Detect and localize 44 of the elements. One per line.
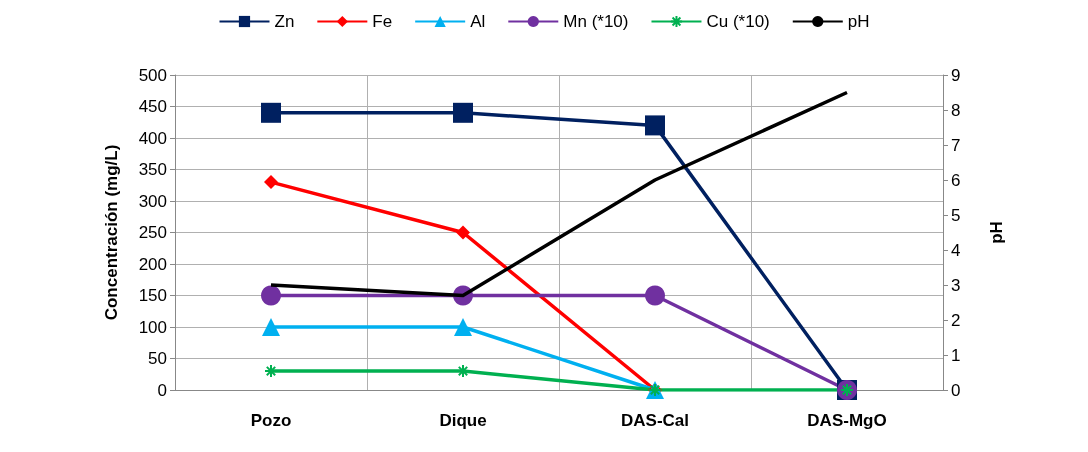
- point: [456, 364, 470, 379]
- y-tick-label: 250: [138, 223, 167, 242]
- point: [645, 285, 665, 306]
- point: [264, 175, 278, 190]
- point: [262, 318, 280, 336]
- y-tick-label: 0: [157, 380, 167, 400]
- x-tick-label: DAS-MgO: [807, 411, 887, 430]
- legend-label: Fe: [372, 12, 393, 31]
- y2-tick-label: 3: [951, 275, 961, 295]
- y2-tick-label: 9: [951, 65, 961, 85]
- point: [454, 318, 472, 336]
- y-tick-label: 200: [138, 254, 167, 274]
- y2-axis-title: pH: [987, 221, 1006, 244]
- y-axis-title: Concentración (mg/L): [102, 144, 121, 321]
- y-tick-label: 150: [138, 286, 167, 305]
- y2-tick-label: 5: [951, 205, 961, 225]
- y2-tick-label: 8: [951, 100, 961, 120]
- legend-label: pH: [847, 12, 870, 31]
- point: [261, 285, 281, 306]
- point: [645, 115, 665, 136]
- point: [453, 102, 473, 123]
- x-tick-label: Dique: [439, 411, 487, 430]
- point: [264, 364, 278, 379]
- y2-tick-label: 0: [951, 380, 961, 400]
- legend-label: Mn (*10): [563, 12, 629, 31]
- y2-tick-label: 2: [951, 310, 961, 330]
- x-tick-label: Pozo: [250, 411, 292, 430]
- legend-label: Al: [470, 12, 486, 31]
- y2-tick-label: 4: [951, 240, 961, 260]
- y-tick-label: 50: [148, 349, 167, 368]
- y-tick-label: 300: [138, 191, 167, 211]
- y-tick-label: 350: [138, 160, 167, 179]
- x-tick-label: DAS-Cal: [620, 411, 690, 430]
- legend-label: Zn: [274, 12, 295, 31]
- y2-tick-label: 1: [951, 345, 961, 365]
- y-tick-label: 500: [138, 65, 167, 85]
- y-tick-label: 400: [138, 128, 167, 148]
- y2-tick-label: 6: [951, 170, 961, 190]
- y2-tick-label: 7: [951, 135, 961, 155]
- point: [456, 225, 470, 240]
- legend-label: Cu (*10): [706, 12, 770, 31]
- y-tick-label: 450: [138, 97, 167, 116]
- y-tick-label: 100: [138, 317, 167, 337]
- point: [261, 102, 281, 123]
